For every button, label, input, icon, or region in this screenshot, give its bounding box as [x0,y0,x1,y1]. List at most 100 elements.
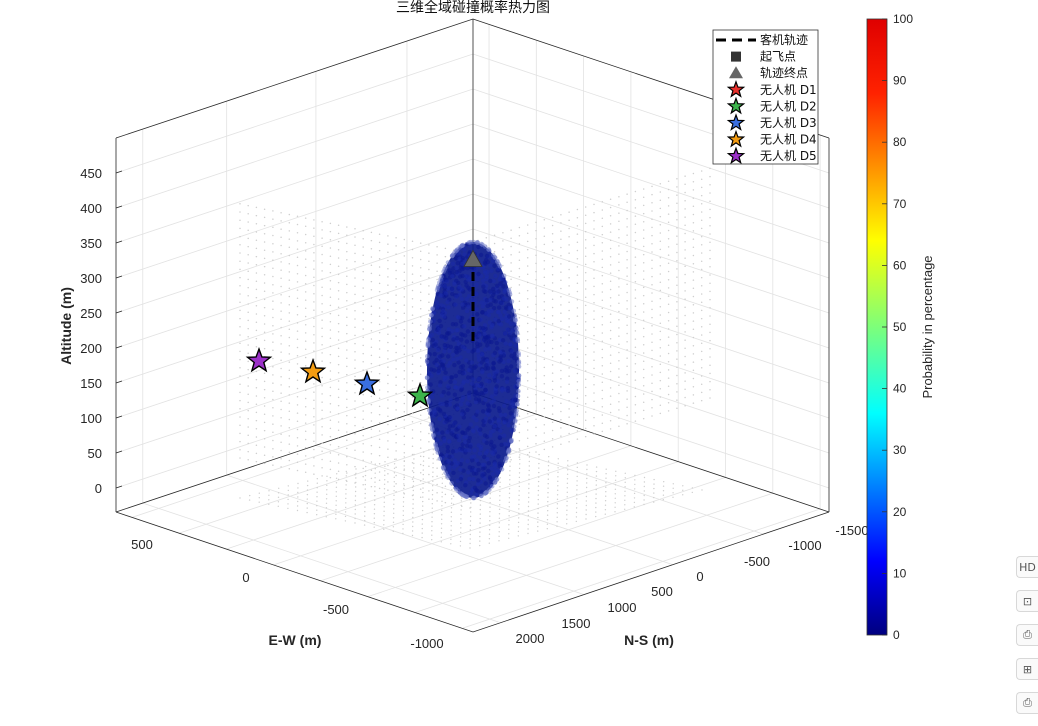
sample-dot [321,261,323,264]
sample-dot [403,304,406,306]
sample-dot [370,436,373,439]
sample-dot [593,302,595,304]
sample-dot [560,263,562,265]
colorbar-tick-label: 10 [893,566,907,580]
sample-dot [643,490,645,492]
sample-dot [239,432,241,435]
cloud-point [505,327,510,332]
sample-dot [601,422,604,424]
cloud-point [453,373,459,379]
sample-dot [576,241,579,244]
sample-dot [624,477,626,479]
sample-dot [412,503,414,505]
sample-dot [288,213,291,216]
sample-dot [411,429,414,431]
sample-dot [304,348,307,351]
sample-dot [586,482,588,484]
printer-icon[interactable]: ⎙ [1016,692,1038,714]
sample-dot [684,322,686,325]
sample-dot [692,213,695,216]
sample-dot [263,208,266,210]
image-export-icon[interactable]: ⊞ [1016,658,1038,680]
sample-dot [335,500,337,502]
cloud-point [435,347,441,353]
sample-dot [403,246,406,249]
sample-dot [560,353,562,355]
sample-dot [543,358,546,360]
sample-dot [255,280,258,282]
sample-dot [535,344,537,347]
cloud-point [446,327,451,332]
cloud-edge-point [516,351,521,356]
sample-dot [518,284,521,286]
sample-dot [535,262,537,265]
colorbar-tick-label: 100 [893,12,913,26]
sample-dot [422,478,424,480]
sample-dot [337,331,340,333]
sample-dot [280,359,282,362]
sample-dot [618,318,620,321]
sample-dot [450,543,452,545]
sample-dot [651,275,653,278]
sample-dot [634,190,637,193]
sample-dot [383,528,385,530]
sample-dot [316,487,318,489]
sample-dot [337,380,340,382]
sample-dot [395,269,397,272]
cloud-edge-point [516,359,522,364]
sample-dot [325,502,328,504]
sample-dot [422,500,424,503]
sample-dot [272,439,274,442]
sample-dot [395,294,397,296]
sample-dot [604,504,607,506]
sample-dot [313,448,315,451]
print-icon[interactable]: ⎙ [1016,624,1038,646]
sample-dot [469,547,471,549]
sample-dot [441,518,443,520]
cloud-point [503,280,508,285]
sample-dot [272,390,274,393]
sample-dot [247,459,249,461]
sample-dot [364,501,366,504]
sample-dot [247,344,249,346]
sample-dot [479,508,481,511]
legend-label: 客机轨迹 [760,32,808,47]
cloud-point [463,333,468,338]
sample-dot [526,224,529,226]
sample-dot [659,273,662,275]
hd-icon[interactable]: HD [1016,556,1038,578]
sample-dot [653,483,655,485]
sample-dot [329,427,332,430]
sample-dot [304,233,307,236]
sample-dot [576,364,579,367]
sample-dot [560,427,562,429]
sample-dot [593,408,595,411]
sample-dot [667,295,670,297]
sample-dot [667,278,670,281]
sample-dot [411,248,414,251]
sample-dot [428,309,430,312]
sample-dot [370,453,373,455]
sample-dot [684,265,686,268]
image-text-icon[interactable]: ⊡ [1016,590,1038,612]
sample-dot [441,482,443,484]
sample-dot [378,487,381,490]
sample-dot [354,400,356,402]
cloud-point [489,466,494,471]
sample-dot [387,358,389,360]
cloud-point [492,416,498,421]
sample-dot [362,451,364,453]
sample-dot [413,471,415,474]
cloud-edge-point [515,393,521,399]
sample-dot [370,239,373,242]
sample-dot [601,258,604,260]
sample-dot [642,221,645,223]
sample-dot [432,462,434,464]
sample-dot [618,327,620,329]
sample-dot [419,373,422,376]
sample-dot [280,236,282,239]
sample-dot [551,282,554,284]
cloud-point [489,480,494,485]
sample-dot [288,287,291,290]
sample-dot [239,449,241,451]
